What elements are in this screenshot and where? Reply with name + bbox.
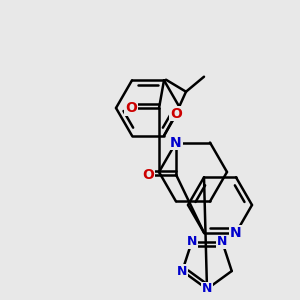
- Text: N: N: [202, 283, 212, 296]
- Text: N: N: [170, 136, 182, 150]
- Text: O: O: [125, 101, 137, 115]
- Text: N: N: [217, 236, 227, 248]
- Text: N: N: [187, 236, 197, 248]
- Text: N: N: [177, 265, 188, 278]
- Text: O: O: [142, 168, 154, 182]
- Text: N: N: [230, 226, 242, 240]
- Text: O: O: [170, 107, 182, 121]
